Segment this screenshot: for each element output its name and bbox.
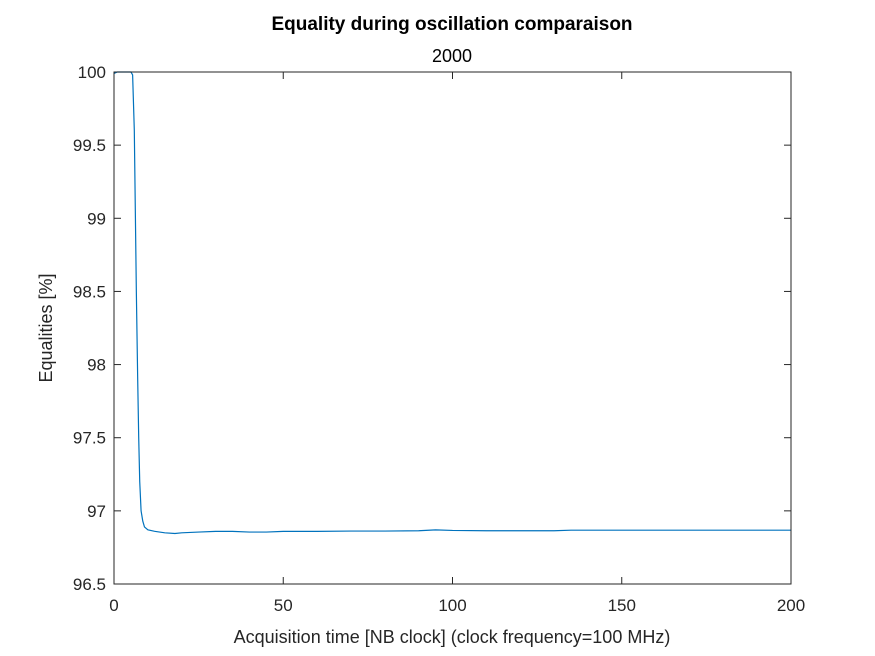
y-tick-label: 99.5 [73,136,106,155]
y-tick-label: 98.5 [73,282,106,301]
y-axis-ticks: 96.5 97 97.5 98 98.5 99 99.5 100 [73,63,791,594]
x-tick-label: 100 [438,596,466,615]
x-tick-label: 200 [777,596,805,615]
y-tick-label: 97 [87,502,106,521]
series-line [113,71,791,535]
plot-area [114,72,791,584]
y-axis-label: Equalities [%] [36,273,56,382]
y-tick-label: 96.5 [73,575,106,594]
y-tick-label: 97.5 [73,429,106,448]
x-axis-label: Acquisition time [NB clock] (clock frequ… [234,627,671,647]
x-tick-label: 0 [109,596,118,615]
x-tick-label: 50 [274,596,293,615]
chart-subtitle: 2000 [432,46,472,66]
chart-title: Equality during oscillation comparaison [271,14,632,35]
y-tick-label: 98 [87,356,106,375]
x-tick-label: 150 [608,596,636,615]
y-tick-label: 99 [87,209,106,228]
y-tick-label: 100 [78,63,106,82]
x-axis-ticks: 0 50 100 150 200 [109,72,805,615]
plot-frame [113,71,792,585]
